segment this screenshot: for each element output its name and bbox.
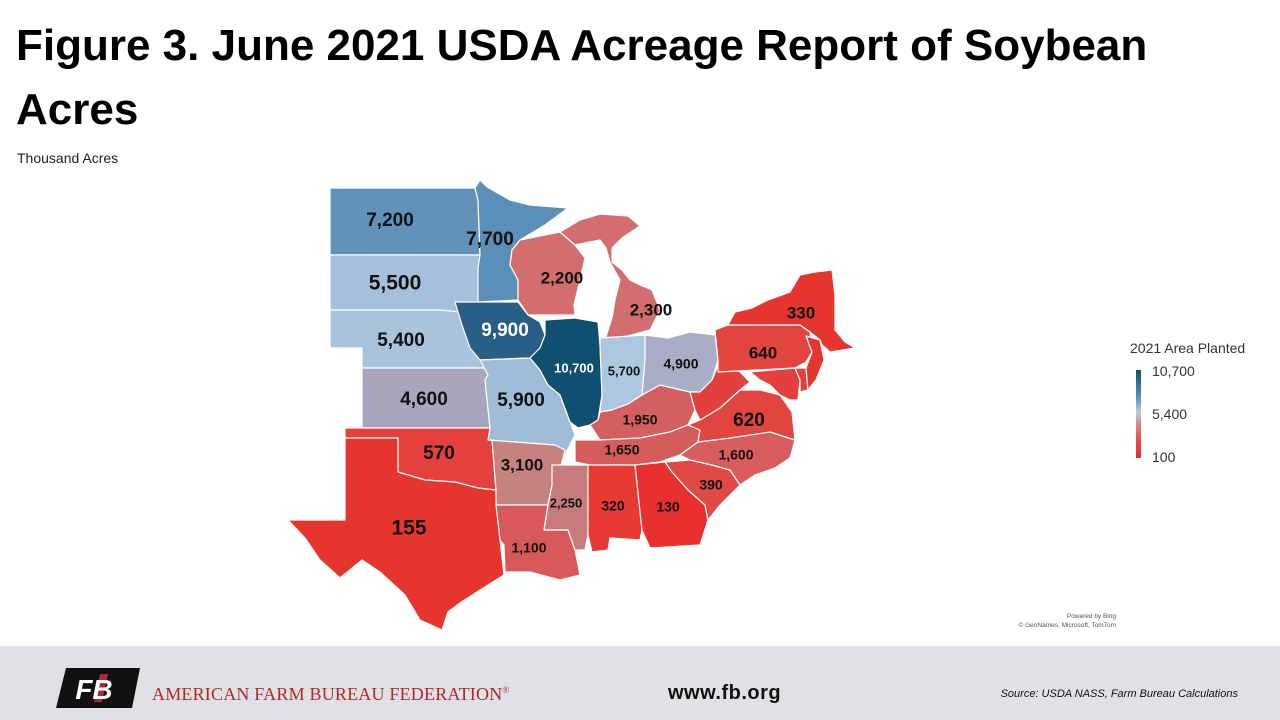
organization-name: AMERICAN FARM BUREAU FEDERATION® bbox=[152, 684, 510, 704]
label-NC: 1,600 bbox=[718, 447, 753, 463]
state-NJ bbox=[805, 335, 825, 391]
credit-line-2: © GeoNames, Microsoft, TomTom bbox=[1018, 622, 1117, 629]
state-MI bbox=[559, 213, 661, 341]
footer-bar: FB AMERICAN FARM BUREAU FEDERATION® www.… bbox=[0, 646, 1280, 720]
state-WI bbox=[509, 231, 586, 316]
label-KS: 4,600 bbox=[400, 389, 448, 410]
label-IN: 5,700 bbox=[608, 363, 641, 378]
label-MN: 7,700 bbox=[466, 229, 514, 250]
soybean-acreage-map: 7,200 5,500 5,400 4,600 570 155 7,700 9,… bbox=[287, 179, 856, 631]
map-credit: Powered by Bing © GeoNames, Microsoft, T… bbox=[1019, 612, 1117, 630]
label-WI: 2,200 bbox=[541, 268, 584, 287]
label-VA: 620 bbox=[733, 410, 765, 431]
state-IL bbox=[529, 317, 603, 429]
legend-max-label: 10,700 bbox=[1152, 363, 1195, 379]
label-TN: 1,650 bbox=[604, 442, 639, 458]
website-url[interactable]: www.fb.org bbox=[668, 682, 782, 704]
page-subtitle: Thousand Acres bbox=[17, 150, 119, 166]
credit-line-1: Powered by Bing bbox=[1066, 613, 1116, 620]
state-WV bbox=[689, 364, 751, 421]
state-shapes bbox=[287, 179, 856, 631]
page-title: Figure 3. June 2021 USDA Acreage Report … bbox=[16, 21, 1148, 134]
label-OK: 570 bbox=[423, 443, 455, 464]
label-NY: 330 bbox=[787, 303, 815, 322]
label-GA: 130 bbox=[656, 499, 680, 515]
map-legend: 2021 Area Planted 10,700 5,400 100 bbox=[1128, 338, 1268, 468]
label-MS: 2,250 bbox=[550, 495, 583, 510]
label-MO: 5,900 bbox=[497, 390, 545, 411]
label-SD: 5,500 bbox=[369, 272, 422, 295]
label-MI: 2,300 bbox=[630, 300, 673, 319]
svg-text:FB: FB bbox=[75, 674, 112, 705]
legend-title: 2021 Area Planted bbox=[1130, 340, 1246, 356]
source-note: Source: USDA NASS, Farm Bureau Calculati… bbox=[1000, 688, 1238, 700]
label-KY: 1,950 bbox=[622, 412, 657, 428]
state-TX bbox=[287, 437, 505, 631]
label-AL: 320 bbox=[601, 498, 625, 514]
label-NE: 5,400 bbox=[377, 330, 425, 351]
state-DE bbox=[794, 367, 809, 393]
label-AR: 3,100 bbox=[501, 455, 544, 474]
label-PA: 640 bbox=[749, 343, 777, 362]
label-OH: 4,900 bbox=[663, 356, 698, 372]
state-NY bbox=[727, 269, 856, 353]
fb-logo-icon: FB bbox=[56, 668, 140, 708]
label-TX: 155 bbox=[391, 517, 426, 540]
legend-color-scale bbox=[1136, 370, 1141, 458]
legend-min-label: 100 bbox=[1152, 449, 1176, 465]
label-SC: 390 bbox=[699, 477, 723, 493]
state-labels: 7,200 5,500 5,400 4,600 570 155 7,700 9,… bbox=[366, 210, 815, 556]
label-IL: 10,700 bbox=[554, 360, 594, 375]
label-IA: 9,900 bbox=[481, 320, 529, 341]
label-LA: 1,100 bbox=[511, 540, 546, 556]
label-ND: 7,200 bbox=[366, 210, 414, 231]
legend-mid-label: 5,400 bbox=[1152, 406, 1188, 422]
